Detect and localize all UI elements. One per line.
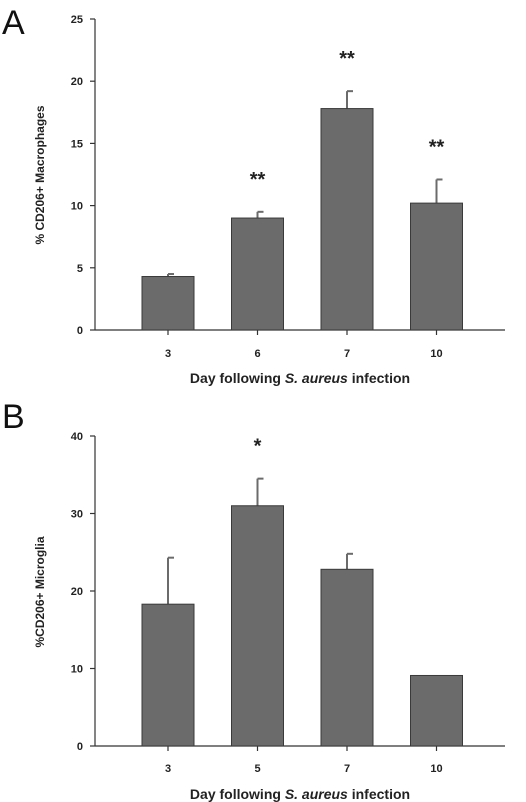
y-tick-label-b: 10 xyxy=(71,664,83,676)
y-tick-label-a: 0 xyxy=(77,325,83,337)
bar-b xyxy=(141,603,195,747)
y-axis-title-b: %CD206+ Microglia xyxy=(33,536,47,647)
bar-b xyxy=(231,505,284,747)
bar-a xyxy=(231,217,284,331)
x-axis-title-prefix-a: Day following xyxy=(190,370,285,386)
bar-b xyxy=(410,674,463,747)
significance-marker-b: * xyxy=(254,436,262,458)
y-tick-label-b: 0 xyxy=(77,741,83,753)
y-tick-label-a: 25 xyxy=(71,14,83,26)
y-tick-label-a: 15 xyxy=(71,138,83,150)
x-axis-title-prefix-b: Day following xyxy=(190,786,285,802)
panel-letter-a: A xyxy=(2,4,25,42)
x-tick-label-b: 10 xyxy=(430,763,442,775)
significance-marker-a: ** xyxy=(339,48,355,70)
y-tick-label-b: 30 xyxy=(71,509,83,521)
significance-marker-a: ** xyxy=(429,136,445,158)
x-tick-label-b: 3 xyxy=(165,763,171,775)
x-tick-label-b: 5 xyxy=(254,763,260,775)
x-axis-title-italic-b: S. aureus xyxy=(285,786,348,802)
significance-marker-a: ** xyxy=(250,169,266,191)
y-tick-label-b: 20 xyxy=(71,586,83,598)
x-tick-label-b: 7 xyxy=(344,763,350,775)
bar-a xyxy=(410,202,463,331)
bar-b xyxy=(320,568,374,747)
x-axis-title-suffix-b: infection xyxy=(348,786,410,802)
panel-b: B %CD206+ Microglia 0 10 20 30 40 3 5 7 10 * Day… xyxy=(2,398,505,802)
panel-letter-b: B xyxy=(2,398,25,436)
y-tick-label-b: 40 xyxy=(71,431,83,443)
y-tick-label-a: 10 xyxy=(71,201,83,213)
bar-a xyxy=(141,276,195,331)
x-tick-label-a: 10 xyxy=(430,348,442,360)
bar-a xyxy=(320,108,374,331)
x-axis-title-a: Day following S. aureus infection xyxy=(190,370,410,386)
bars-a: ** ** ** xyxy=(141,48,463,331)
y-axis-title-a: % CD206+ Macrophages xyxy=(33,105,47,244)
x-tick-label-a: 6 xyxy=(254,348,260,360)
x-tick-label-a: 3 xyxy=(165,348,171,360)
y-tick-label-a: 5 xyxy=(77,263,83,275)
bars-b: * xyxy=(141,436,463,747)
x-axis-title-suffix-a: infection xyxy=(348,370,410,386)
panel-a: A % CD206+ Macrophages 0 5 10 15 20 25 3 6 7 10 *… xyxy=(2,4,505,386)
x-tick-label-a: 7 xyxy=(344,348,350,360)
y-tick-label-a: 20 xyxy=(71,76,83,88)
x-axis-title-italic-a: S. aureus xyxy=(285,370,348,386)
x-axis-title-b: Day following S. aureus infection xyxy=(190,786,410,802)
